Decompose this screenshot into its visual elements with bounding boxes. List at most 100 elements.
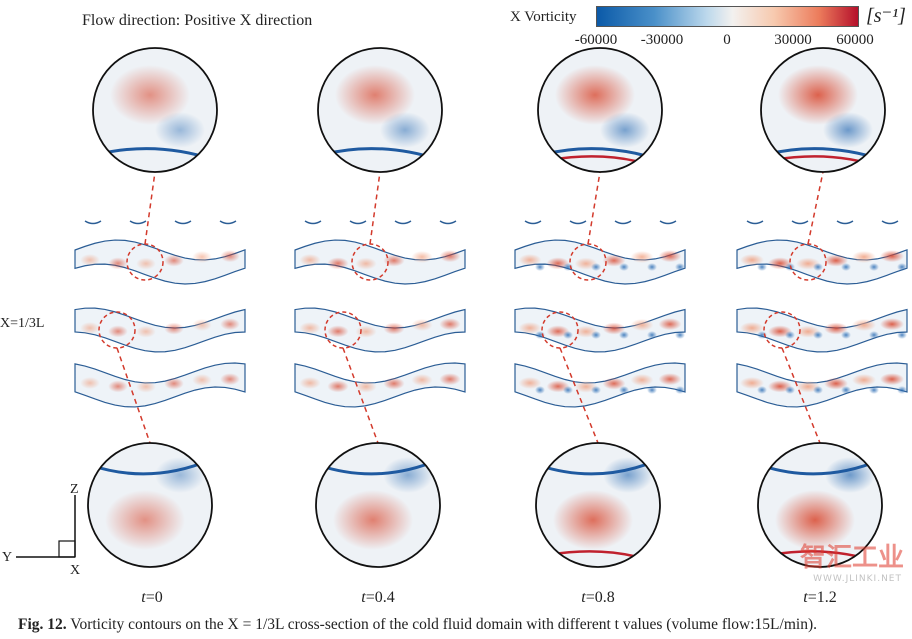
strip-edge (174, 220, 192, 225)
vorticity-blob (841, 386, 851, 394)
zoom-outline (87, 442, 213, 568)
vorticity-blob (602, 254, 626, 267)
time-label-2: t=0.8 (581, 589, 615, 606)
connector-line (369, 171, 381, 245)
vorticity-blob (740, 254, 764, 266)
vorticity-strip (514, 362, 686, 408)
vorticity-blob (411, 318, 433, 331)
vorticity-blob (897, 263, 907, 271)
strip-edge (569, 220, 587, 225)
vorticity-blob (630, 250, 654, 263)
vorticity-blob (757, 331, 767, 339)
vorticity-blob (110, 65, 190, 125)
vorticity-blob (591, 263, 601, 271)
vorticity-blob (880, 373, 904, 386)
vorticity-blob (136, 257, 156, 270)
strip-edge (349, 220, 367, 225)
vorticity-strip (74, 362, 246, 408)
connector-line (116, 347, 151, 444)
vorticity-blob (439, 250, 461, 263)
zoom-circle-top (317, 47, 443, 173)
vorticity-blob (785, 386, 795, 394)
vorticity-blob (299, 377, 321, 389)
vorticity-blob (518, 322, 542, 334)
vorticity-blob (439, 373, 461, 386)
colorbar-tick: 0 (723, 32, 731, 48)
strip-shape (294, 362, 466, 408)
vorticity-blob (164, 254, 184, 267)
vorticity-blob (383, 322, 405, 335)
connector-line (144, 171, 156, 245)
strip-edge (791, 220, 809, 225)
strip-edge (129, 220, 147, 225)
vorticity-blob (164, 377, 184, 390)
strip-shape (74, 239, 246, 285)
axis-x-symbol (58, 540, 76, 558)
vorticity-blob (630, 373, 654, 386)
vorticity-blob (813, 263, 823, 271)
vorticity-blob (108, 380, 128, 393)
colorbar-tick: 60000 (836, 32, 874, 48)
strip-shape (74, 362, 246, 408)
zoom-outline (535, 442, 661, 568)
vorticity-blob (824, 254, 848, 267)
vorticity-blob (602, 322, 626, 335)
axis-triad (16, 495, 76, 558)
vorticity-blob (869, 263, 879, 271)
vorticity-blob (192, 373, 212, 386)
vorticity-blob (869, 386, 879, 394)
vorticity-blob (327, 257, 349, 270)
vorticity-blob (824, 377, 848, 390)
vorticity-blob (155, 112, 205, 148)
vorticity-blob (775, 490, 855, 550)
vorticity-blob (897, 386, 907, 394)
vorticity-blob (553, 490, 633, 550)
watermark-url: WWW.JLINKI.NET (813, 574, 902, 584)
zoom-circle-bottom (87, 442, 213, 568)
zoom-content (761, 48, 885, 172)
strip-shape (514, 307, 686, 353)
time-label-3: t=1.2 (803, 589, 837, 606)
colorbar-tick: -30000 (640, 32, 684, 48)
vorticity-blob (647, 331, 657, 339)
vorticity-blob (355, 380, 377, 393)
vorticity-blob (383, 254, 405, 267)
vorticity-blob (630, 318, 654, 331)
vorticity-blob (658, 373, 682, 386)
vorticity-blob (757, 386, 767, 394)
vorticity-blob (136, 380, 156, 393)
vorticity-blob (335, 65, 415, 125)
strip-edge (524, 220, 542, 225)
vorticity-blob (439, 318, 461, 331)
axis-x-label: X (70, 563, 81, 578)
vorticity-blob (299, 322, 321, 334)
vorticity-blob (603, 457, 653, 493)
colorbar-tick: -60000 (574, 32, 618, 48)
zoom-circle-bottom (757, 442, 883, 568)
axis-y-label: Y (2, 550, 13, 565)
vorticity-blob (841, 331, 851, 339)
zoom-outline (757, 442, 883, 568)
vorticity-blob (647, 263, 657, 271)
zoom-circle-top (760, 47, 886, 173)
vorticity-blob (105, 490, 185, 550)
vorticity-blob (327, 380, 349, 393)
vorticity-blob (563, 386, 573, 394)
vorticity-blob (164, 322, 184, 335)
vorticity-blob (880, 250, 904, 263)
vorticity-blob (740, 322, 764, 334)
vorticity-blob (411, 250, 433, 263)
zoom-circle-top (92, 47, 218, 173)
vorticity-blob (852, 250, 876, 263)
vorticity-blob (136, 325, 156, 338)
axis-z-label: Z (70, 482, 79, 497)
colorbar-unit: [s⁻¹] (866, 5, 906, 27)
strip-edge (84, 220, 102, 225)
vorticity-blob (355, 325, 377, 338)
vorticity-blob (383, 377, 405, 390)
connector-line (342, 347, 379, 444)
vorticity-blob (383, 457, 433, 493)
zoom-outline (315, 442, 441, 568)
vorticity-blob (299, 254, 321, 266)
vorticity-blob (327, 325, 349, 338)
